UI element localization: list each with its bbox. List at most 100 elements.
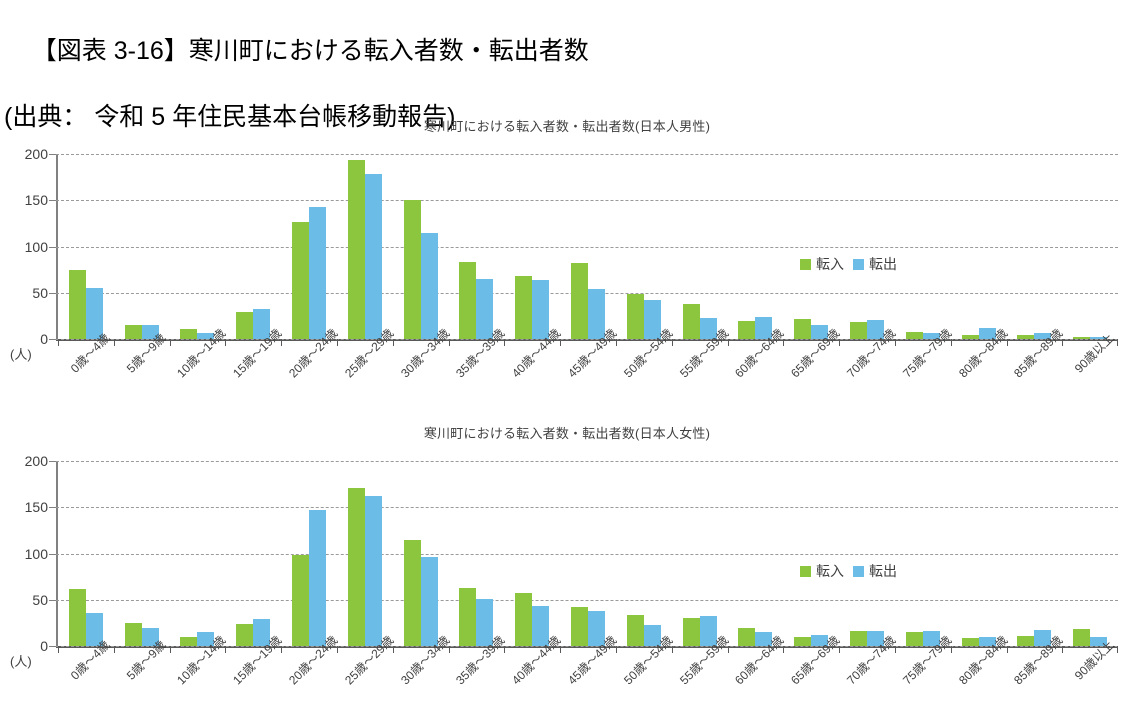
bar-out: [476, 598, 494, 646]
gridline-150: [56, 200, 1118, 202]
bar-out: [141, 325, 159, 339]
x-label-cell: 20歳～24歳: [281, 326, 340, 407]
x-tick: [560, 646, 616, 653]
x-tick: [671, 339, 728, 346]
bar-in: [682, 303, 700, 339]
x-label-cell: 75歳～79歳: [895, 326, 954, 407]
bar-out: [85, 288, 103, 339]
bar-group: [337, 154, 393, 339]
x-tick: [1006, 339, 1063, 346]
bar-group: [170, 461, 226, 646]
bar-out: [643, 624, 661, 646]
bar-out: [364, 174, 382, 339]
x-tick: [504, 339, 560, 346]
x-tick: [281, 339, 337, 346]
bar-group: [504, 154, 560, 339]
unit-label-male: (人): [10, 347, 32, 362]
gridline-0: [56, 646, 1118, 647]
bar-out: [476, 278, 494, 339]
x-label-cell: 90歳以上: [1062, 638, 1118, 707]
bar-in: [794, 318, 812, 339]
bar-out: [755, 316, 773, 339]
x-tick: [615, 339, 672, 346]
x-label-cell: 55歳～59歳: [672, 633, 731, 707]
bar-in: [626, 293, 644, 339]
bar-out: [588, 610, 606, 646]
bar-in: [124, 622, 142, 646]
x-label-cell: 55歳～59歳: [672, 326, 731, 407]
bar-group: [225, 461, 281, 646]
y-axis-label: 200: [24, 146, 48, 162]
y-axis-label: 50: [32, 284, 48, 301]
bar-group: [449, 154, 505, 339]
x-axis-labels: 0歳～4歳 5歳～9歳 10歳～14歳 15歳～19歳 20歳～24歳 25歳～29歳 30…: [58, 326, 1118, 407]
document-title-line-1: 【図表 3-16】寒川町における転入者数・転出者数: [31, 37, 589, 65]
x-tick: [225, 646, 281, 653]
bar-in: [292, 555, 310, 646]
y-axis-label: 200: [24, 453, 48, 469]
bar-out: [811, 325, 829, 339]
bar-group: [895, 461, 951, 646]
x-label-cell: 50歳～54歳: [616, 633, 675, 707]
y-tick-mark-200: [49, 461, 56, 462]
bar-in: [571, 607, 589, 646]
x-label-cell: 10歳～14歳: [170, 633, 229, 707]
bar-in: [236, 623, 254, 646]
x-axis-line: [56, 339, 1118, 341]
bar-group: [839, 154, 895, 339]
bar-group: [449, 461, 505, 646]
bar-out: [922, 631, 940, 646]
x-label-cell: 30歳～34歳: [393, 326, 452, 407]
x-label-cell: 10歳～14歳: [170, 326, 229, 407]
x-tick: [169, 646, 226, 653]
y-tick-mark-150: [49, 200, 56, 202]
bar-out: [420, 232, 438, 339]
x-label-cell: 25歳～29歳: [337, 326, 396, 407]
bar-in: [1073, 629, 1091, 646]
bar-group: [58, 154, 114, 339]
x-label-cell: 45歳～49歳: [560, 633, 619, 707]
x-label-cell: 70歳～74歳: [839, 326, 898, 407]
bar-out: [867, 631, 885, 646]
bar-group: [728, 461, 784, 646]
bar-group: [1062, 154, 1118, 339]
bar-in: [236, 312, 254, 339]
legend-label-out: 転出: [869, 256, 897, 272]
x-tick: [894, 646, 951, 653]
bar-out: [699, 616, 717, 646]
x-label-cell: 45歳～49歳: [560, 326, 619, 407]
y-axis-label: 0: [40, 331, 48, 347]
x-label-cell: 25歳～29歳: [337, 633, 396, 707]
bar-out: [197, 333, 215, 339]
legend-label-in: 転入: [816, 563, 844, 579]
y-axis-label: 50: [32, 591, 48, 608]
bar-in: [905, 331, 923, 339]
legend-entry-out: 転出: [853, 254, 897, 274]
x-label-cell: 50歳～54歳: [616, 326, 675, 407]
bar-out: [309, 510, 327, 646]
x-label-cell: 40歳～44歳: [504, 326, 563, 407]
x-tick: [839, 339, 895, 346]
x-label-cell: 60歳～64歳: [728, 326, 787, 407]
gridline-150: [56, 507, 1118, 509]
gridline-200: [56, 154, 1118, 155]
x-tick: [169, 339, 226, 346]
bar-group: [560, 154, 616, 339]
y-tick-mark-50: [49, 292, 56, 294]
bar-group: [672, 154, 728, 339]
x-label-cell: 15歳～19歳: [225, 633, 284, 707]
y-axis-label: 150: [24, 192, 48, 209]
bar-out: [1034, 630, 1052, 646]
y-tick-mark-50: [49, 599, 56, 601]
bar-in: [403, 539, 421, 646]
x-label-cell: 35歳～39歳: [449, 326, 508, 407]
legend-swatch-in-icon: [800, 565, 811, 577]
bar-in: [68, 269, 86, 339]
bar-group: [616, 461, 672, 646]
x-tick: [392, 646, 449, 653]
x-tick: [1062, 646, 1118, 653]
bar-out: [588, 289, 606, 339]
chart-female: 寒川町における転入者数・転出者数(日本人女性) 0 50 100 150 200 0歳～…: [0, 425, 1134, 707]
bar-in: [403, 200, 421, 339]
